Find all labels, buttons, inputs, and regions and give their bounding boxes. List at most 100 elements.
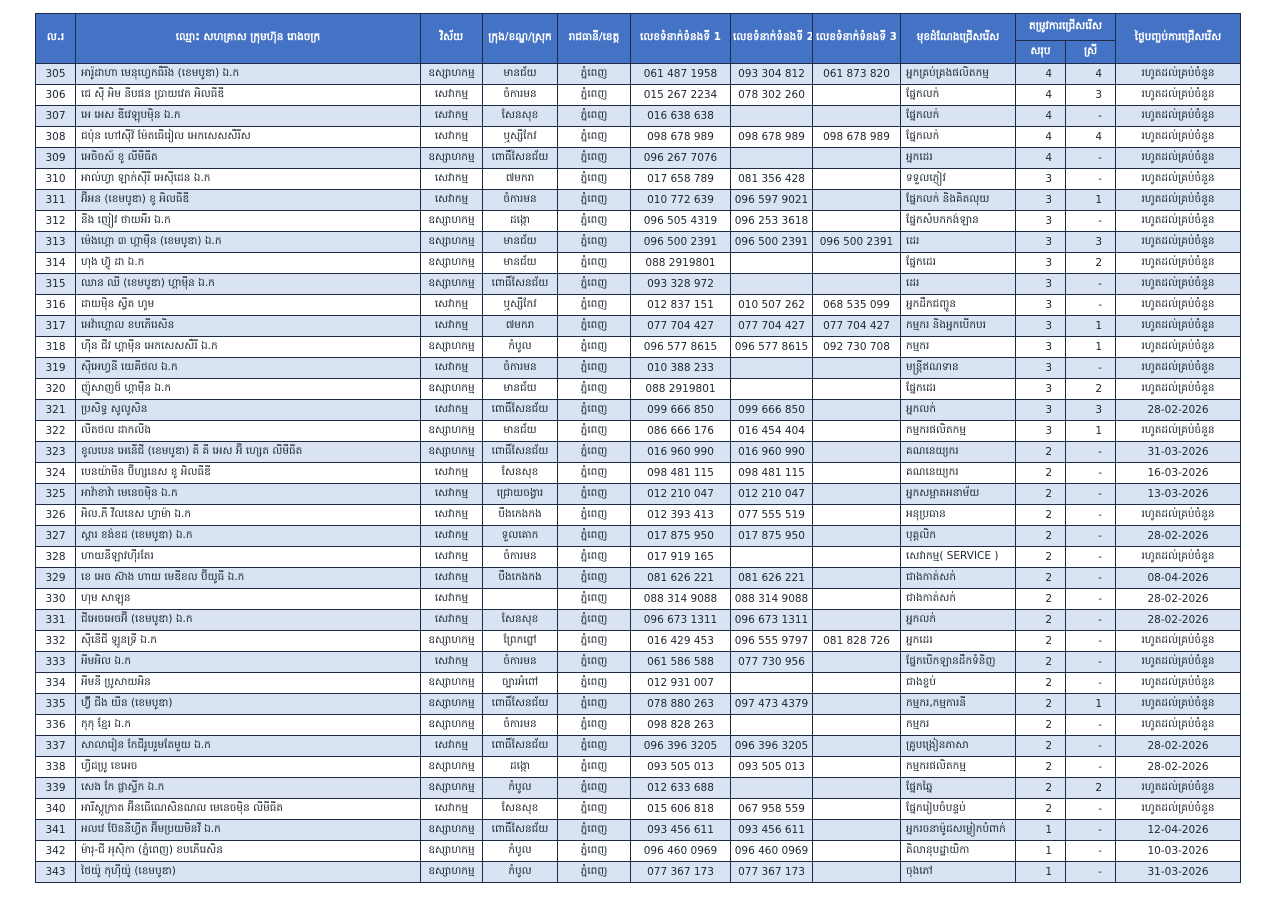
cell-phone1: 077 367 173 bbox=[630, 861, 731, 883]
cell-female: 1 bbox=[1065, 315, 1116, 337]
cell-sector: ឧស្សាហកម្ម bbox=[420, 693, 483, 715]
cell-position: ផ្នែករៀបចំបន្ទប់ bbox=[900, 798, 1016, 820]
cell-province: ភ្នំពេញ bbox=[557, 609, 631, 631]
cell-province: ភ្នំពេញ bbox=[557, 525, 631, 547]
cell-province: ភ្នំពេញ bbox=[557, 840, 631, 862]
cell-phone1: 096 577 8615 bbox=[630, 336, 731, 358]
cell-date: 31-03-2026 bbox=[1115, 441, 1241, 463]
cell-phone3 bbox=[812, 609, 901, 631]
cell-company: អារីស្តូក្រាត អ៊ីនធើណេសិនណល មេនេចមុិន លី… bbox=[75, 798, 421, 820]
cell-phone2 bbox=[730, 777, 813, 799]
cell-phone2: 096 577 8615 bbox=[730, 336, 813, 358]
cell-district: ឬស្សីកែវ bbox=[482, 126, 558, 148]
cell-date: រហូតដល់គ្រប់ចំនួន bbox=[1115, 147, 1241, 169]
cell-date: រហូតដល់គ្រប់ចំនួន bbox=[1115, 714, 1241, 736]
cell-phone1: 016 638 638 bbox=[630, 105, 731, 127]
cell-date: 28-02-2026 bbox=[1115, 756, 1241, 778]
cell-phone3 bbox=[812, 546, 901, 568]
cell-company: អីមអិល ឯ.ក bbox=[75, 651, 421, 673]
cell-female: - bbox=[1065, 147, 1116, 169]
cell-no: 326 bbox=[35, 504, 76, 526]
cell-company: ម៉ារុ-ជី អុសុិកា (ភ្នំពេញ) ខបភើរេសិន bbox=[75, 840, 421, 862]
cell-phone1: 016 960 990 bbox=[630, 441, 731, 463]
cell-district: ចំការមន bbox=[482, 714, 558, 736]
cell-phone1: 096 500 2391 bbox=[630, 231, 731, 253]
header-need-female: ស្រី bbox=[1065, 40, 1116, 64]
cell-phone1: 010 388 233 bbox=[630, 357, 731, 379]
cell-phone3: 077 704 427 bbox=[812, 315, 901, 337]
header-district: ក្រុង/ខណ្ឌ/ស្រុក bbox=[482, 13, 558, 64]
cell-phone2: 096 673 1311 bbox=[730, 609, 813, 631]
cell-district: ដង្កោ bbox=[482, 210, 558, 232]
cell-position: អ្នកសម្អាតអនាម័យ bbox=[900, 483, 1016, 505]
cell-phone3 bbox=[812, 399, 901, 421]
header-no: ល.រ bbox=[35, 13, 76, 64]
cell-position: គិលានុបដ្ឋាយិកា bbox=[900, 840, 1016, 862]
cell-date: 31-03-2026 bbox=[1115, 861, 1241, 883]
cell-province: ភ្នំពេញ bbox=[557, 336, 631, 358]
cell-district: សែនសុខ bbox=[482, 609, 558, 631]
cell-district: ចំការមន bbox=[482, 189, 558, 211]
cell-phone3 bbox=[812, 252, 901, 274]
cell-phone1: 077 704 427 bbox=[630, 315, 731, 337]
cell-no: 313 bbox=[35, 231, 76, 253]
cell-phone3 bbox=[812, 168, 901, 190]
cell-company: ដាយមុិន ស្វីត ហូម bbox=[75, 294, 421, 316]
cell-company: អ៊ីអន (ខេមបូឌា) ខូ អិលធីឌី bbox=[75, 189, 421, 211]
cell-phone3 bbox=[812, 777, 901, 799]
cell-no: 309 bbox=[35, 147, 76, 169]
cell-position: ជាងកាត់សក់ bbox=[900, 567, 1016, 589]
cell-province: ភ្នំពេញ bbox=[557, 105, 631, 127]
cell-female: - bbox=[1065, 609, 1116, 631]
cell-date: 10-03-2026 bbox=[1115, 840, 1241, 862]
cell-phone3 bbox=[812, 378, 901, 400]
table-row: 343 ថៃយ៉ូ កុហ៊ីយ៉ូ (ខេមបូឌា) ឧស្សាហកម្ម កំប… bbox=[35, 861, 1241, 883]
cell-female: - bbox=[1065, 735, 1116, 757]
cell-phone1: 098 481 115 bbox=[630, 462, 731, 484]
cell-province: ភ្នំពេញ bbox=[557, 861, 631, 883]
cell-sector: សេវាកម្ម bbox=[420, 504, 483, 526]
cell-phone2: 012 210 047 bbox=[730, 483, 813, 505]
cell-no: 321 bbox=[35, 399, 76, 421]
cell-position: ផ្នែកលក់ bbox=[900, 84, 1016, 106]
table-header: ល.រ ឈ្មោះ សហគ្រាស ក្រុមហ៊ុន រោងចក្រ វិស័… bbox=[35, 13, 1241, 64]
cell-date: រហូតដល់គ្រប់ចំនួន bbox=[1115, 189, 1241, 211]
table-row: 327 ស្តារ ខង់ខដ (ខេមបូឌា) ឯ.ក សេវាកម្ម ទួលគ… bbox=[35, 525, 1241, 547]
cell-phone3 bbox=[812, 357, 901, 379]
cell-sector: សេវាកម្ម bbox=[420, 567, 483, 589]
cell-no: 305 bbox=[35, 63, 76, 85]
cell-province: ភ្នំពេញ bbox=[557, 294, 631, 316]
cell-date: រហូតដល់គ្រប់ចំនួន bbox=[1115, 273, 1241, 295]
cell-no: 331 bbox=[35, 609, 76, 631]
cell-company: ខេ អេច ស៊ាង ហាយ មេឌីខល ប៊ីយូធី ឯ.ក bbox=[75, 567, 421, 589]
cell-province: ភ្នំពេញ bbox=[557, 252, 631, 274]
cell-phone1: 015 267 2234 bbox=[630, 84, 731, 106]
cell-no: 322 bbox=[35, 420, 76, 442]
cell-total: 4 bbox=[1015, 126, 1066, 148]
cell-district: មានជ័យ bbox=[482, 420, 558, 442]
cell-phone3: 068 535 099 bbox=[812, 294, 901, 316]
cell-sector: សេវាកម្ម bbox=[420, 462, 483, 484]
header-phone3: លេខទំនាក់ទំនងទី 3 bbox=[812, 13, 901, 64]
cell-sector: សេវាកម្ម bbox=[420, 84, 483, 106]
table-row: 312 នីង ញៀវ ថាយអឺរ ឯ.ក ឧស្សាហកម្ម ដង្កោ ភ្នំ… bbox=[35, 210, 1241, 232]
cell-phone3 bbox=[812, 861, 901, 883]
cell-date: រហូតដល់គ្រប់ចំនួន bbox=[1115, 798, 1241, 820]
table-row: 316 ដាយមុិន ស្វីត ហូម សេវាកម្ម ឬស្សីកែវ ភ្នំ… bbox=[35, 294, 1241, 316]
cell-no: 329 bbox=[35, 567, 76, 589]
cell-date: 28-02-2026 bbox=[1115, 525, 1241, 547]
cell-phone1: 012 931 007 bbox=[630, 672, 731, 694]
table-row: 337 សាលារៀន កែជីរូបរួមតែមួយ ឯ.ក សេវាកម្ម ពោ… bbox=[35, 735, 1241, 757]
cell-no: 318 bbox=[35, 336, 76, 358]
cell-district: ឬស្សីកែវ bbox=[482, 294, 558, 316]
cell-date: រហូតដល់គ្រប់ចំនួន bbox=[1115, 357, 1241, 379]
cell-total: 2 bbox=[1015, 483, 1066, 505]
cell-date: រហូតដល់គ្រប់ចំនួន bbox=[1115, 105, 1241, 127]
cell-position: ផ្នែកលក់ bbox=[900, 105, 1016, 127]
cell-sector: ឧស្សាហកម្ម bbox=[420, 630, 483, 652]
header-province: រាជធានី/ខេត្ត bbox=[557, 13, 631, 64]
cell-phone2: 093 456 611 bbox=[730, 819, 813, 841]
table-row: 326 អិល.ភី វីលនេស ហ្វាម៉ា ឯ.ក សេវាកម្ម បឹងក… bbox=[35, 504, 1241, 526]
cell-phone3 bbox=[812, 84, 901, 106]
cell-phone2 bbox=[730, 273, 813, 295]
